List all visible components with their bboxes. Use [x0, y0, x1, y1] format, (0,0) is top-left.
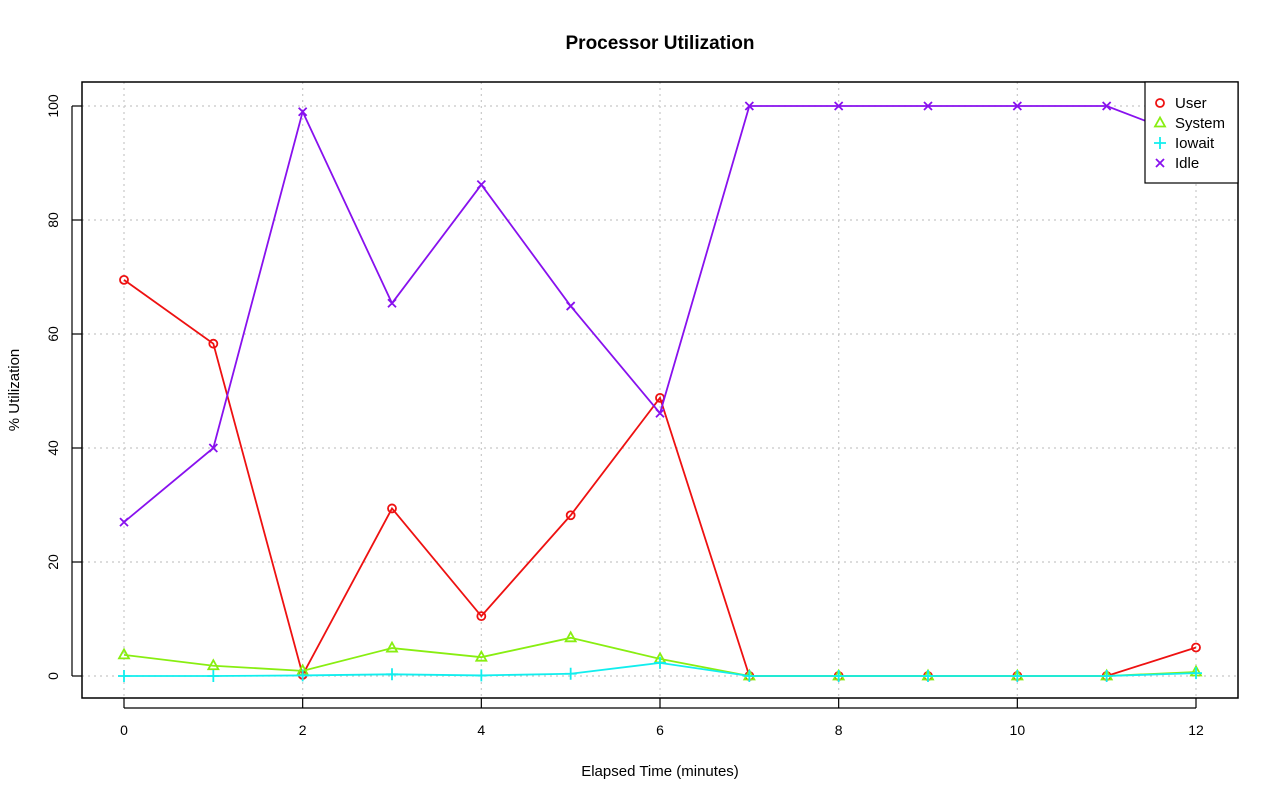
- data-point-iowait: [922, 670, 934, 682]
- x-axis: 0 2 4 6 8 10 12: [120, 698, 1204, 738]
- data-point-idle: [566, 301, 576, 311]
- legend-label-user: User: [1175, 95, 1207, 112]
- series-group: [117, 101, 1203, 682]
- legend-symbol-user: [1155, 98, 1165, 108]
- data-point-iowait: [118, 670, 130, 682]
- series-idle: [119, 101, 1201, 527]
- y-axis: 0 20 40 60 80 100: [45, 94, 82, 680]
- legend-symbol-iowait: [1154, 137, 1166, 149]
- data-point-idle: [476, 180, 486, 190]
- x-tick-label: 6: [656, 722, 664, 738]
- data-point-iowait: [743, 670, 756, 682]
- legend-label-system: System: [1175, 115, 1225, 132]
- x-tick-label: 8: [835, 722, 843, 738]
- data-point-idle: [744, 101, 754, 111]
- data-point-idle: [1102, 101, 1112, 111]
- y-tick-label: 0: [45, 672, 61, 680]
- data-point-idle: [387, 298, 397, 308]
- series-user: [119, 274, 1201, 681]
- legend-symbol-idle: [1155, 158, 1165, 168]
- data-point-iowait: [207, 670, 220, 682]
- data-point-user: [208, 338, 219, 349]
- data-point-user: [387, 503, 397, 514]
- data-point-system: [117, 647, 131, 660]
- legend-symbol-system: [1153, 115, 1167, 128]
- y-axis-label: % Utilization: [6, 349, 23, 432]
- data-point-idle: [655, 408, 665, 418]
- x-tick-label: 4: [477, 722, 485, 738]
- data-point-iowait: [386, 668, 398, 681]
- data-point-idle: [1012, 101, 1022, 111]
- series-system: [117, 630, 1203, 681]
- data-point-user: [476, 611, 487, 622]
- data-point-user: [119, 274, 129, 285]
- data-point-idle: [208, 443, 218, 453]
- data-point-iowait: [832, 670, 845, 682]
- data-point-idle: [834, 101, 844, 111]
- data-point-idle: [119, 517, 129, 527]
- data-point-iowait: [654, 656, 666, 669]
- data-point-idle: [923, 101, 933, 111]
- data-point-user: [1191, 642, 1201, 653]
- data-point-iowait: [475, 669, 488, 682]
- legend: User System Iowait Idle: [1144, 81, 1239, 184]
- data-point-iowait: [1190, 667, 1202, 680]
- data-point-system: [385, 640, 399, 653]
- legend-label-iowait: Iowait: [1175, 135, 1215, 152]
- data-point-iowait: [296, 669, 309, 682]
- data-point-iowait: [1100, 670, 1113, 682]
- grid-lines: [82, 82, 1238, 698]
- data-point-iowait: [564, 667, 577, 680]
- chart-title: Processor Utilization: [566, 33, 755, 54]
- data-point-iowait: [1011, 670, 1024, 682]
- y-tick-label: 80: [45, 212, 61, 228]
- y-tick-label: 100: [45, 94, 61, 118]
- x-tick-label: 2: [299, 722, 307, 738]
- series-iowait: [118, 656, 1202, 682]
- data-point-idle: [298, 107, 308, 117]
- x-tick-label: 12: [1188, 722, 1204, 738]
- y-tick-label: 40: [45, 440, 61, 456]
- legend-label-idle: Idle: [1175, 155, 1199, 172]
- x-tick-label: 10: [1010, 722, 1026, 738]
- x-tick-label: 0: [120, 722, 128, 738]
- series-line-idle: [123, 105, 1197, 523]
- data-point-system: [474, 649, 488, 662]
- data-point-system: [206, 658, 220, 671]
- y-tick-label: 20: [45, 554, 61, 570]
- data-point-user: [565, 510, 576, 521]
- data-point-system: [564, 630, 578, 643]
- x-axis-label: Elapsed Time (minutes): [581, 763, 739, 780]
- y-tick-label: 60: [45, 326, 61, 342]
